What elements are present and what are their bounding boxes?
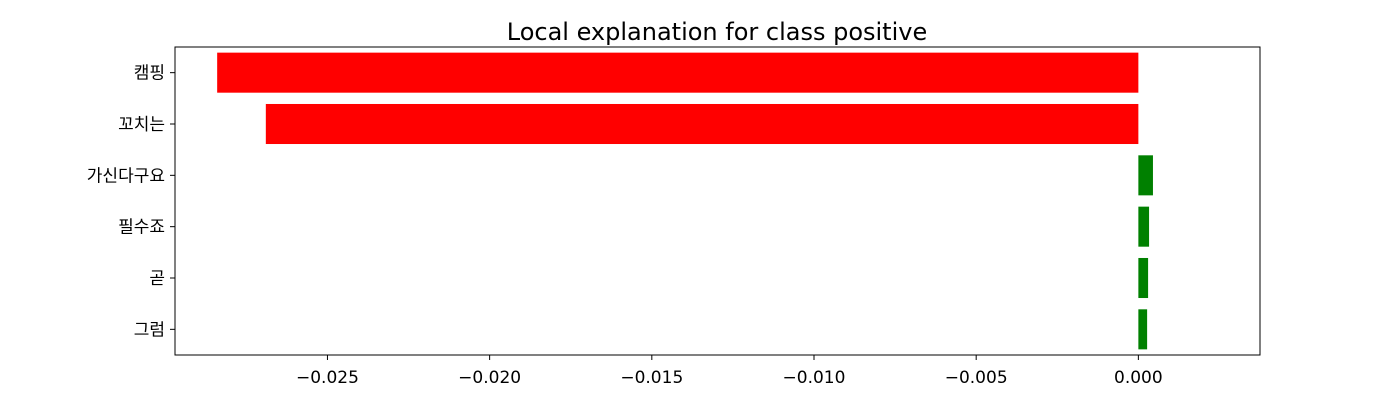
plot-frame: [174, 46, 1261, 356]
bar-1: [265, 103, 1139, 145]
x-tick-label-1: −0.020: [458, 368, 521, 388]
bar-3: [1138, 206, 1150, 247]
x-tick-label-3: −0.010: [783, 368, 846, 388]
y-tick-label-0: 캠핑: [134, 64, 165, 84]
y-tick-label-4: 곧: [149, 269, 165, 289]
x-tick-label-2: −0.015: [620, 368, 683, 388]
y-tick-label-2: 가신다구요: [87, 166, 165, 186]
chart-title: Local explanation for class positive: [507, 18, 927, 46]
x-tick-label-0: −0.025: [296, 368, 359, 388]
bar-2: [1138, 155, 1153, 196]
x-tick-label-5: 0.000: [1114, 368, 1163, 388]
y-tick-label-1: 꼬치는: [118, 115, 165, 135]
x-axis-ticks: −0.025 −0.020 −0.015 −0.010 −0.005 0.000: [296, 355, 1163, 388]
bar-4: [1138, 257, 1149, 299]
bar-0: [217, 52, 1139, 93]
x-tick-label-4: −0.005: [945, 368, 1008, 388]
bar-5: [1138, 309, 1148, 350]
bars-group: [217, 52, 1153, 350]
y-tick-label-5: 그럼: [134, 320, 165, 340]
y-tick-label-3: 필수죠: [118, 218, 165, 238]
